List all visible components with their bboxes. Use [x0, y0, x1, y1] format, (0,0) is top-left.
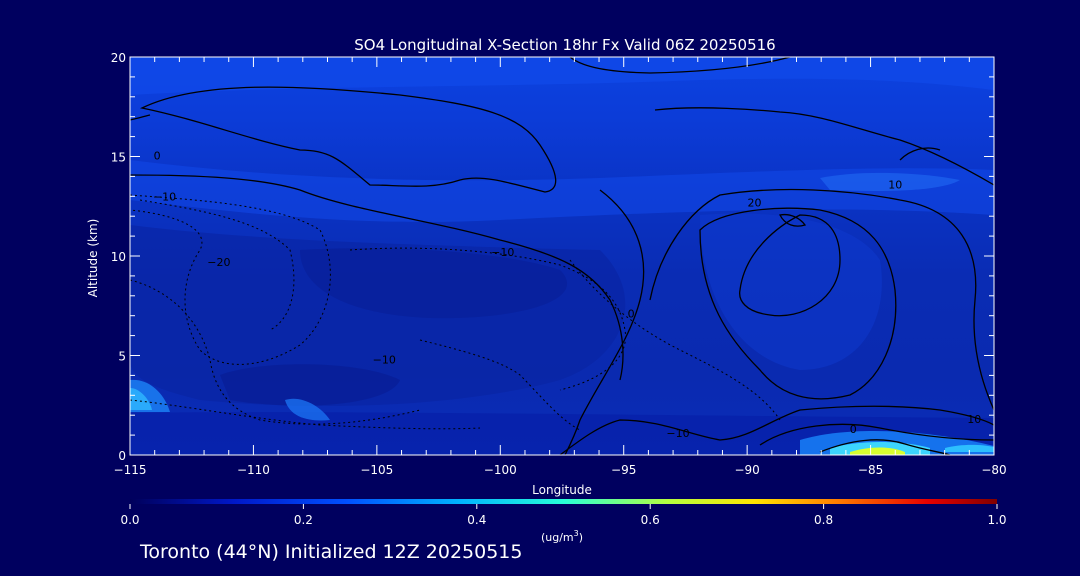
- x-tick-label: −105: [360, 463, 393, 477]
- contour-label: −10: [491, 246, 514, 259]
- y-tick-label: 5: [118, 350, 126, 364]
- y-tick-label: 15: [111, 151, 126, 165]
- y-axis-title: Altitude (km): [86, 219, 100, 298]
- contour-label: 10: [967, 413, 981, 426]
- contour-label: 0: [628, 308, 635, 321]
- colorbar-tick-label: 0.4: [467, 513, 486, 527]
- contour-label: 0: [850, 423, 857, 436]
- contour-label: 20: [748, 196, 762, 209]
- contour-labels: 0 −10 −20 −10 −10 0 −10 20 10 0 10: [153, 149, 981, 440]
- x-tick-label: −85: [858, 463, 883, 477]
- colorbar-tick-label: 0.8: [814, 513, 833, 527]
- colorbar-tick-label: 1.0: [987, 513, 1006, 527]
- contour-lines-negative: [130, 194, 781, 431]
- x-tick-label: −100: [484, 463, 517, 477]
- contour-label: 0: [154, 149, 161, 162]
- concentration-field: [130, 57, 994, 455]
- contour-label: 10: [888, 178, 902, 191]
- x-tick-label: −115: [114, 463, 147, 477]
- colorbar-tick-label: 0.6: [641, 513, 660, 527]
- chart-title: SO4 Longitudinal X-Section 18hr Fx Valid…: [354, 36, 775, 54]
- x-axis-title: Longitude: [532, 483, 592, 497]
- contour-label: −10: [373, 353, 396, 366]
- y-tick-label: 20: [111, 51, 126, 65]
- colorbar-tick-label: 0.0: [120, 513, 139, 527]
- contour-lines: [130, 57, 994, 455]
- x-tick-label: −110: [237, 463, 270, 477]
- contour-label: −10: [666, 427, 689, 440]
- colorbar-tick-label: 0.2: [294, 513, 313, 527]
- colorbar: [130, 499, 997, 504]
- y-tick-label: 0: [118, 449, 126, 463]
- footer-caption: Toronto (44°N) Initialized 12Z 20250515: [140, 541, 523, 563]
- x-tick-label: −90: [734, 463, 759, 477]
- y-tick-label: 10: [111, 250, 126, 264]
- colorbar-units: (ug/m3): [541, 529, 583, 544]
- x-tick-label: −80: [981, 463, 1006, 477]
- y-axis: 0 5 10 15 20: [111, 51, 994, 463]
- contour-label: −10: [153, 190, 176, 203]
- x-tick-label: −95: [611, 463, 636, 477]
- contour-label: −20: [207, 256, 230, 269]
- colorbar-ticks: 0.0 0.2 0.4 0.6 0.8 1.0: [120, 504, 1007, 527]
- x-axis: −115 −110 −105 −100 −95 −90 −85 −80: [114, 57, 1007, 477]
